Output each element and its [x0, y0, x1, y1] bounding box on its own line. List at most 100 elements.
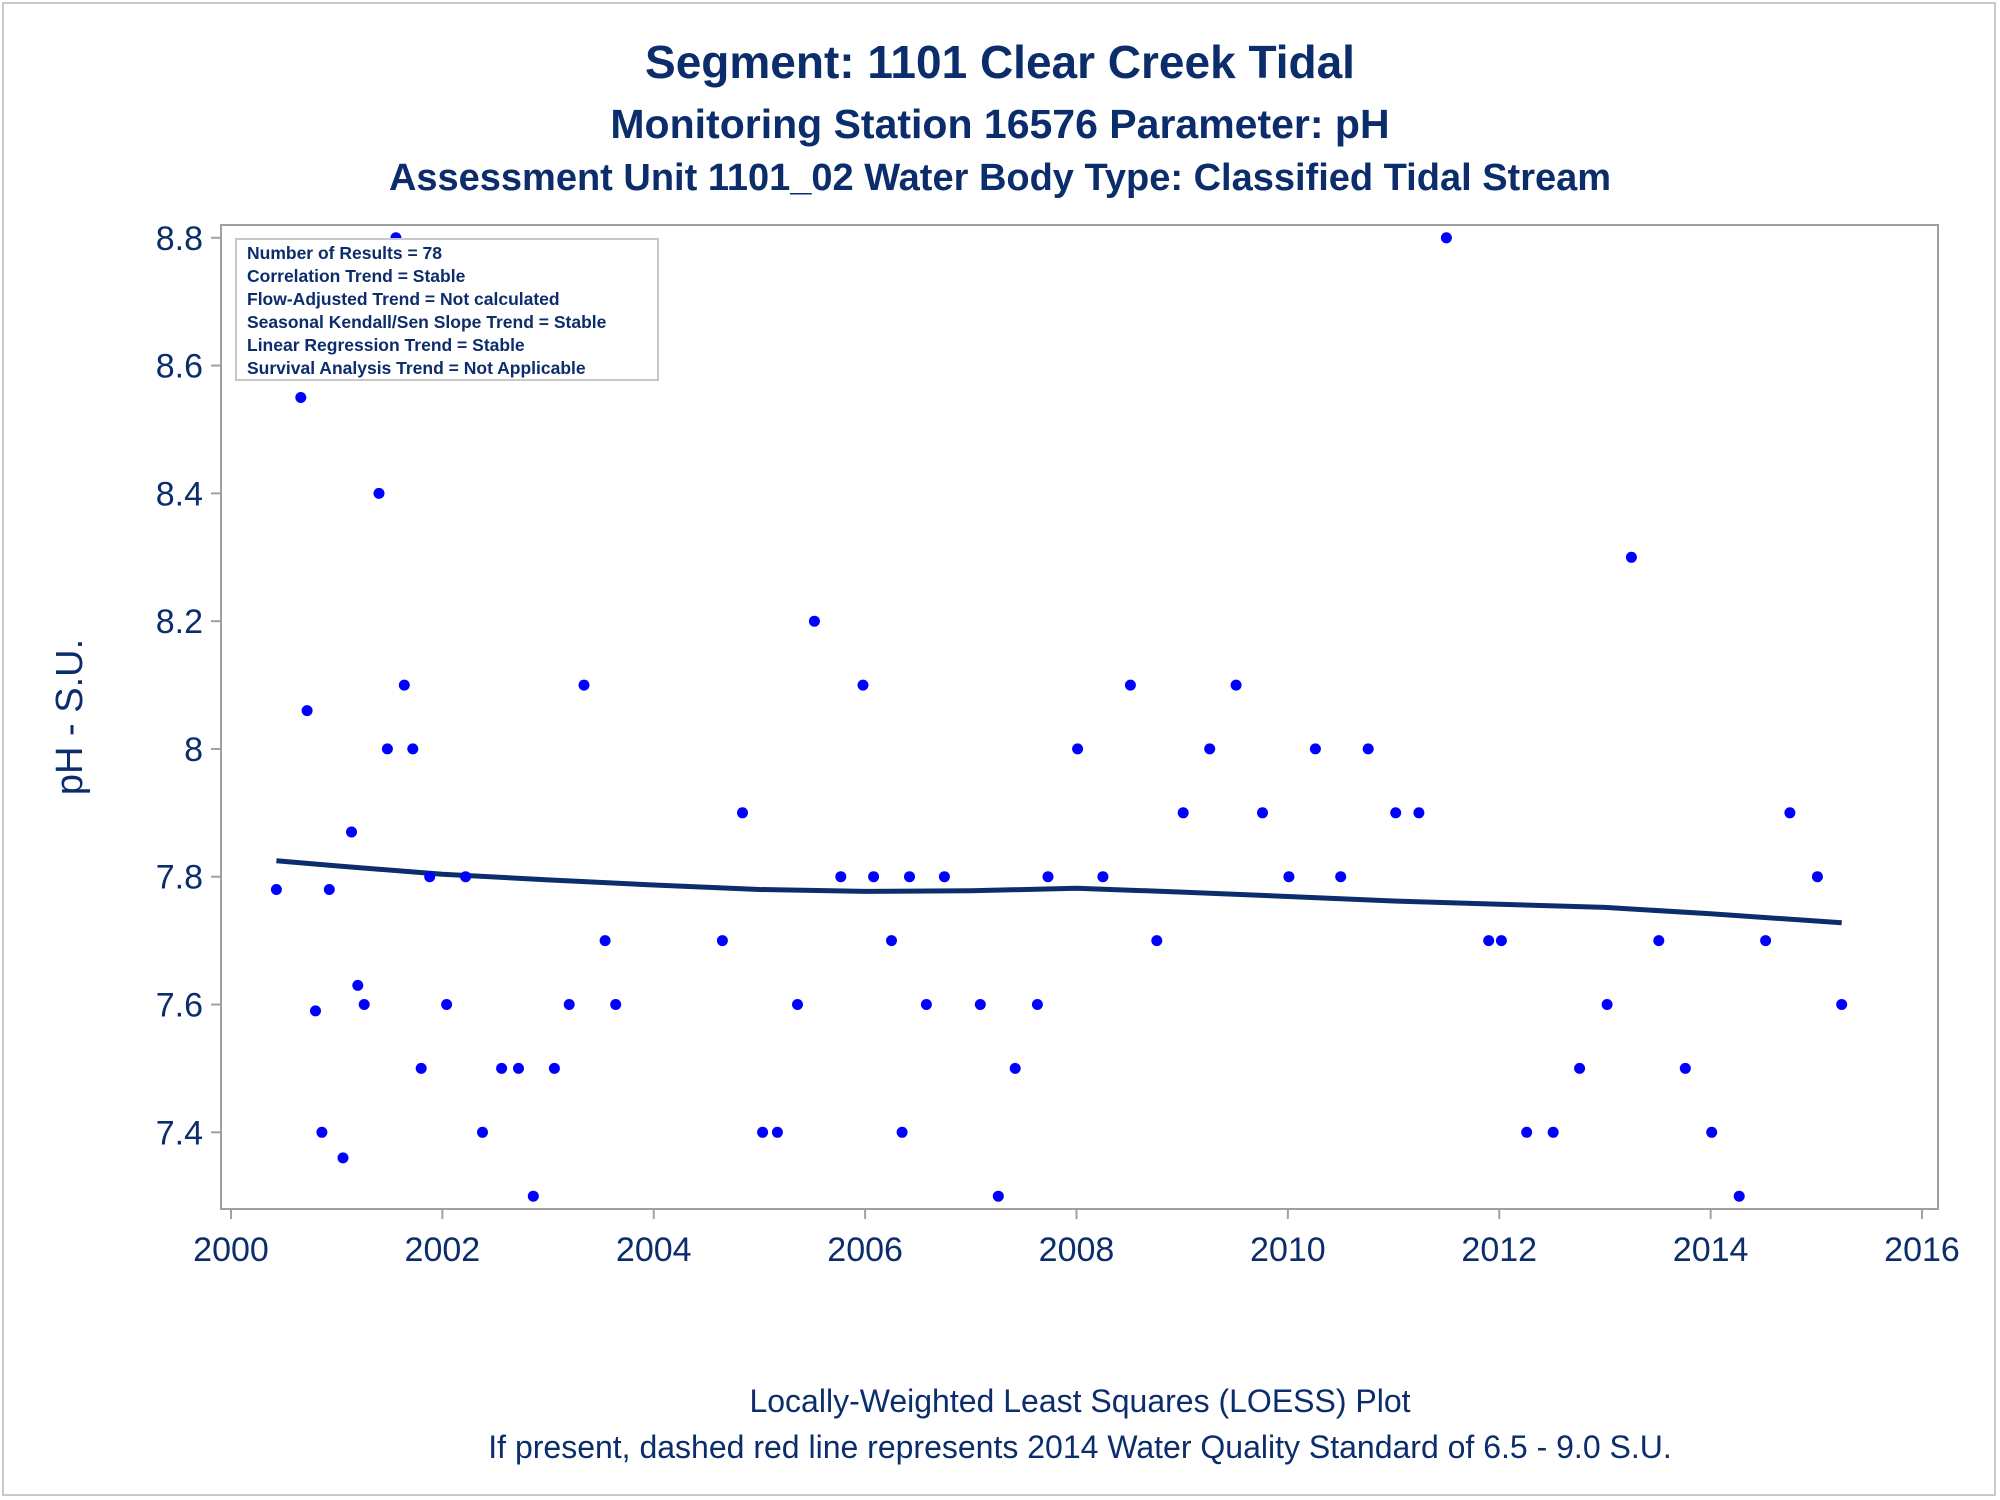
chart-title: Segment: 1101 Clear Creek Tidal: [645, 36, 1355, 88]
data-point: [346, 826, 357, 838]
data-point: [1151, 935, 1163, 947]
chart-subtitle: Monitoring Station 16576 Parameter: pH: [610, 101, 1389, 147]
data-point: [548, 1062, 560, 1074]
data-point: [1601, 999, 1613, 1010]
data-point: [295, 392, 307, 403]
data-point: [1836, 999, 1848, 1010]
data-point: [904, 871, 915, 883]
loess-series: [276, 858, 1842, 926]
data-point: [1097, 871, 1109, 883]
data-point: [407, 743, 419, 755]
data-point: [1309, 743, 1321, 755]
x-tick-label: 2010: [1250, 1231, 1326, 1269]
y-tick-label: 7.8: [156, 859, 203, 897]
data-point: [1625, 551, 1637, 563]
data-point: [1483, 935, 1495, 947]
x-tick-label: 2008: [1039, 1231, 1115, 1269]
data-point: [1257, 807, 1268, 819]
data-point: [1204, 743, 1216, 755]
stats-line: Linear Regression Trend = Stable: [247, 335, 525, 355]
data-point: [316, 1126, 328, 1138]
data-point: [1124, 679, 1136, 691]
data-point: [1440, 232, 1452, 244]
data-point: [1653, 935, 1665, 947]
data-point: [381, 743, 393, 755]
data-point: [599, 935, 611, 947]
data-point: [1177, 807, 1189, 819]
x-tick-label: 2012: [1461, 1231, 1537, 1269]
x-tick-label: 2004: [616, 1231, 692, 1269]
data-point: [323, 884, 335, 895]
y-tick-label: 8.4: [156, 475, 203, 513]
data-point: [424, 871, 436, 883]
data-point: [1495, 935, 1507, 947]
data-point: [716, 935, 728, 947]
stats-line: Seasonal Kendall/Sen Slope Trend = Stabl…: [247, 312, 607, 332]
data-point: [1072, 743, 1084, 755]
data-point: [1679, 1062, 1691, 1074]
data-point: [808, 615, 820, 627]
data-point: [920, 999, 932, 1010]
chart-footnote-2: If present, dashed red line represents 2…: [488, 1429, 1671, 1465]
data-point: [1784, 807, 1796, 819]
data-point: [771, 1126, 783, 1138]
x-axis: 2000 2002 2004 2006 2008 2010 2012 2014 2016: [193, 1209, 1960, 1269]
data-point: [1230, 679, 1242, 691]
data-point: [1574, 1062, 1586, 1074]
stats-line: Survival Analysis Trend = Not Applicable: [247, 358, 586, 378]
data-point: [1031, 999, 1043, 1010]
data-point: [1283, 871, 1295, 883]
data-point: [460, 871, 472, 883]
x-tick-label: 2014: [1673, 1231, 1749, 1269]
data-point: [398, 679, 410, 691]
data-point: [373, 487, 385, 499]
x-tick-label: 2002: [405, 1231, 481, 1269]
stats-line: Number of Results = 78: [247, 243, 442, 263]
data-point: [270, 884, 282, 895]
data-point: [1042, 871, 1054, 883]
y-axis-label: pH - S.U.: [49, 639, 91, 795]
stats-line: Correlation Trend = Stable: [247, 266, 466, 286]
data-point: [886, 935, 897, 947]
data-point: [1390, 807, 1402, 819]
x-tick-label: 2016: [1884, 1231, 1960, 1269]
stats-line: Flow-Adjusted Trend = Not calculated: [247, 289, 560, 309]
y-tick-label: 8.6: [156, 348, 203, 386]
data-point: [441, 999, 453, 1010]
plot-area: [220, 224, 1939, 1210]
data-point: [496, 1062, 508, 1074]
data-point: [610, 999, 622, 1010]
data-point: [992, 1190, 1004, 1202]
data-point: [792, 999, 803, 1010]
data-point: [477, 1126, 488, 1138]
data-point: [1521, 1126, 1533, 1138]
data-point: [757, 1126, 769, 1138]
data-point: [415, 1062, 427, 1074]
stats-legend-box: [235, 238, 659, 381]
data-point: [1760, 935, 1772, 947]
data-point: [1413, 807, 1425, 819]
y-tick-label: 7.4: [156, 1114, 203, 1152]
data-point: [1009, 1062, 1021, 1074]
data-point: [358, 999, 370, 1010]
y-axis: 7.4 7.6 7.8 8 8.2 8.4 8.6 8.8: [156, 220, 221, 1152]
data-point: [835, 871, 847, 883]
data-point: [1733, 1190, 1745, 1202]
data-point: [1706, 1126, 1718, 1138]
data-point: [896, 1126, 908, 1138]
data-point: [301, 705, 313, 717]
y-tick-label: 8.2: [156, 603, 203, 641]
data-point: [513, 1062, 524, 1074]
data-point: [857, 679, 869, 691]
data-point: [310, 1005, 321, 1017]
data-point: [1811, 871, 1823, 883]
chart-subtitle-2: Assessment Unit 1101_02 Water Body Type:…: [389, 157, 1611, 199]
stats-legend: Number of Results = 78 Correlation Trend…: [235, 238, 659, 381]
data-point: [563, 999, 575, 1010]
data-point: [974, 999, 986, 1010]
x-tick-label: 2006: [827, 1231, 903, 1269]
data-point: [337, 1152, 349, 1164]
data-point: [737, 807, 748, 819]
